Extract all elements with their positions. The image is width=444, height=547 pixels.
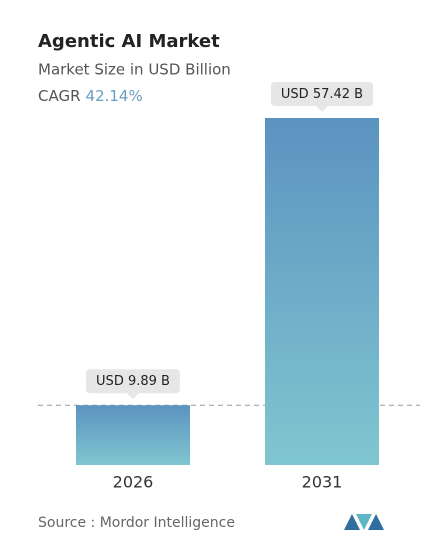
logo <box>344 514 384 530</box>
x-tick-label: 2031 <box>302 473 343 492</box>
cagr-value: 42.14% <box>86 87 143 105</box>
value-label-text: USD 9.89 B <box>96 374 170 389</box>
cagr-label-text: CAGR <box>38 87 81 105</box>
value-label-pointer <box>127 393 139 400</box>
chart-subtitle: Market Size in USD Billion <box>38 61 231 79</box>
value-label-text: USD 57.42 B <box>281 87 363 102</box>
chart-title: Agentic AI Market <box>38 31 220 52</box>
bar <box>265 118 379 465</box>
value-label: USD 9.89 B <box>86 369 180 400</box>
value-label-box <box>86 369 180 394</box>
cagr-label: CAGR 42.14% <box>38 87 143 105</box>
source: Source : Mordor Intelligence <box>38 515 235 531</box>
x-tick-label: 2026 <box>113 473 154 492</box>
value-label-pointer <box>316 106 328 112</box>
value-label: USD 57.42 B <box>270 82 374 112</box>
value-label-box <box>270 82 374 106</box>
bar <box>76 405 190 465</box>
